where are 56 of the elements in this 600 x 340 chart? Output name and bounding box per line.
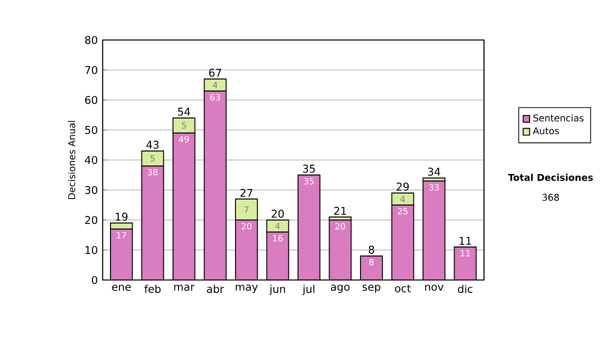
x-tick-label: oct bbox=[395, 284, 411, 292]
data-label: 17 bbox=[116, 232, 126, 238]
data-label: 25 bbox=[398, 208, 408, 214]
data-label: 4 bbox=[212, 82, 218, 88]
y-tick-label: 10 bbox=[86, 246, 98, 254]
x-tick-label: abr bbox=[206, 284, 224, 293]
data-label: 8 bbox=[369, 258, 374, 266]
data-label: 7 bbox=[244, 206, 248, 213]
text: Total Decisiones bbox=[508, 174, 593, 181]
data-label: 20 bbox=[335, 222, 346, 230]
x-tick-label: mar bbox=[174, 284, 195, 291]
text: 368 bbox=[542, 194, 559, 201]
data-label: 20 bbox=[242, 222, 252, 230]
x-tick-label: jul bbox=[302, 284, 314, 296]
data-label: 4 bbox=[400, 196, 405, 202]
y-tick-label: 0 bbox=[92, 276, 98, 284]
total-label: 29 bbox=[396, 182, 409, 191]
data-label: 35 bbox=[304, 178, 314, 184]
total-label: 54 bbox=[178, 108, 190, 116]
total-label: 8 bbox=[368, 246, 374, 254]
data-label: 16 bbox=[273, 234, 283, 242]
x-tick-label: ago bbox=[330, 284, 350, 293]
y-tick-label: 60 bbox=[85, 96, 98, 104]
total-label: 34 bbox=[428, 168, 440, 176]
total-label: 27 bbox=[240, 188, 252, 197]
data-label: 63 bbox=[210, 94, 220, 100]
y-tick-label: 70 bbox=[85, 66, 98, 74]
x-tick-label: may bbox=[236, 284, 258, 293]
data-label: 5 bbox=[182, 122, 186, 129]
legend-label: Autos bbox=[532, 127, 559, 134]
data-label: 33 bbox=[429, 184, 439, 190]
y-tick-label: 50 bbox=[85, 126, 98, 134]
x-tick-label: feb bbox=[144, 284, 161, 293]
y-tick-label: 20 bbox=[85, 216, 98, 224]
y-tick-label: 80 bbox=[85, 36, 98, 44]
total-label: 21 bbox=[334, 206, 346, 215]
total-label: 67 bbox=[209, 68, 222, 77]
x-tick-label: sep bbox=[362, 284, 380, 293]
data-label: 11 bbox=[460, 250, 470, 256]
total-label: 43 bbox=[146, 140, 159, 149]
total-label: 35 bbox=[302, 164, 315, 173]
data-label: 38 bbox=[148, 168, 158, 176]
y-axis-title: Decisiones Anual bbox=[68, 120, 76, 200]
x-tick-label: dic bbox=[458, 284, 472, 293]
total-label: 19 bbox=[116, 212, 128, 221]
y-tick-label: 30 bbox=[85, 186, 98, 194]
total-label: 20 bbox=[272, 210, 284, 218]
data-label: 5 bbox=[150, 155, 155, 162]
data-label: 4 bbox=[275, 222, 280, 230]
x-tick-label: ene bbox=[112, 284, 131, 291]
x-tick-label: nov bbox=[425, 284, 444, 291]
data-label: 49 bbox=[178, 136, 189, 142]
total-label: 11 bbox=[460, 236, 472, 245]
legend-label: Sentencias bbox=[533, 114, 584, 122]
y-tick-label: 40 bbox=[84, 156, 98, 164]
x-tick-label: jun bbox=[269, 284, 286, 296]
